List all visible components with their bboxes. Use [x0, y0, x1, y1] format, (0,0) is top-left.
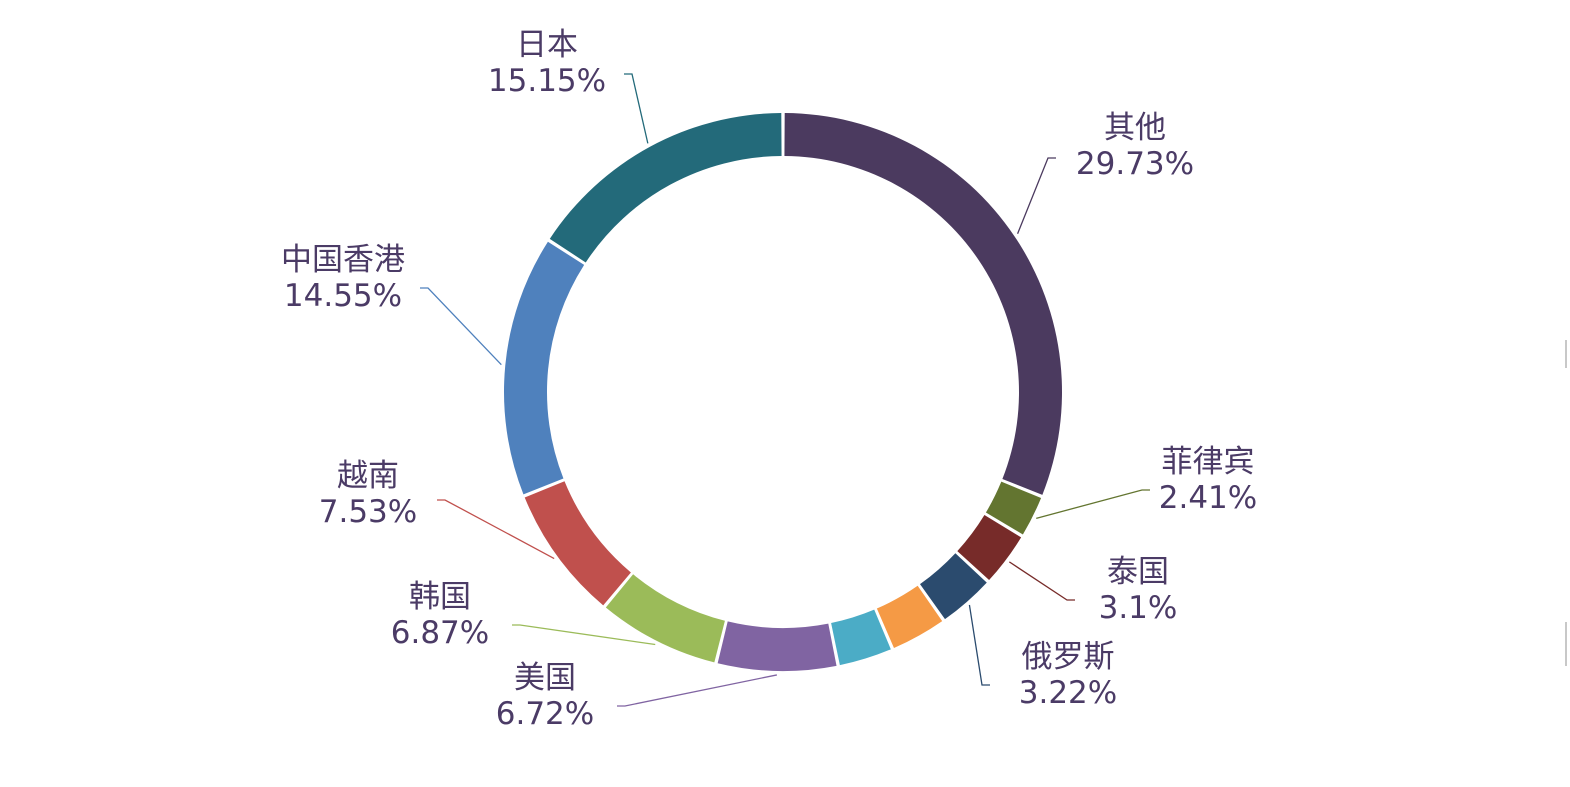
slice-percent-label: 29.73%	[1076, 146, 1194, 182]
leader-line	[1016, 157, 1056, 234]
leader-line	[968, 604, 990, 686]
slice-percent-label: 15.15%	[488, 63, 606, 99]
donut-slice-unlabeled-5	[831, 609, 891, 666]
slice-percent-label: 3.1%	[1099, 590, 1178, 626]
slice-percent-label: 6.87%	[391, 615, 489, 651]
donut-slice-unlabeled-4	[876, 585, 943, 648]
slice-label: 日本	[516, 27, 578, 63]
edge-mark	[1565, 622, 1567, 666]
donut-slice-7	[605, 574, 725, 663]
slice-percent-label: 6.72%	[496, 696, 594, 732]
donut-slice-10	[549, 113, 782, 263]
slice-label: 俄罗斯	[1022, 639, 1115, 675]
leader-line	[420, 287, 502, 366]
slice-label: 其他	[1104, 110, 1166, 146]
donut-slice-6	[717, 621, 837, 671]
slice-label: 韩国	[409, 579, 471, 615]
slice-label: 泰国	[1107, 554, 1169, 590]
leader-line	[437, 499, 555, 560]
leader-line	[512, 624, 656, 646]
donut-slice-3	[920, 553, 987, 620]
leader-line	[1036, 489, 1150, 519]
donut-slice-1	[985, 481, 1042, 535]
slice-label: 美国	[514, 660, 576, 696]
slice-percent-label: 2.41%	[1159, 480, 1257, 516]
slice-label: 中国香港	[281, 242, 405, 278]
slice-label: 越南	[337, 458, 399, 494]
slice-percent-label: 7.53%	[319, 494, 417, 530]
leader-line	[1008, 561, 1075, 601]
leader-line	[617, 674, 777, 707]
slice-percent-label: 3.22%	[1019, 675, 1117, 711]
slice-percent-label: 14.55%	[284, 278, 402, 314]
donut-slice-8	[524, 481, 631, 606]
donut-slice-0	[784, 113, 1063, 495]
leader-line	[624, 73, 649, 144]
donut-slice-2	[957, 514, 1022, 581]
slice-label: 菲律宾	[1162, 444, 1255, 480]
donut-slice-9	[503, 241, 585, 495]
edge-mark	[1565, 340, 1567, 368]
